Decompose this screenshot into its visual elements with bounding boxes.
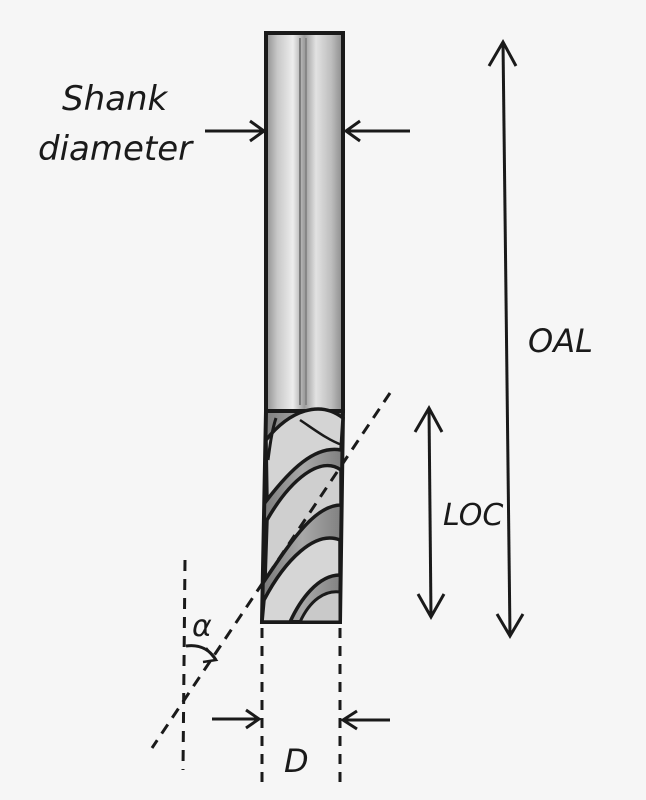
diameter-arrows [212,708,390,731]
diameter-extension-lines [260,628,342,782]
diameter-label: D [284,742,309,780]
shank-diameter-label-line1: Shank [62,79,169,119]
shank [264,31,345,413]
oal-arrow [487,38,525,639]
helix-angle-reference-line [150,392,392,749]
loc-label: LOC [443,498,503,533]
oal-label: OAL [528,322,593,360]
flute-section [259,407,346,624]
loc-arrow [413,404,446,621]
flute-band [297,590,342,624]
flute-band [260,536,342,624]
shank-diameter-label-line2: diameter [38,129,194,169]
vertical-reference-line [181,559,187,771]
shank-diameter-arrows [205,119,410,143]
flute-band [264,407,345,506]
helix-angle-label: α [192,609,212,644]
